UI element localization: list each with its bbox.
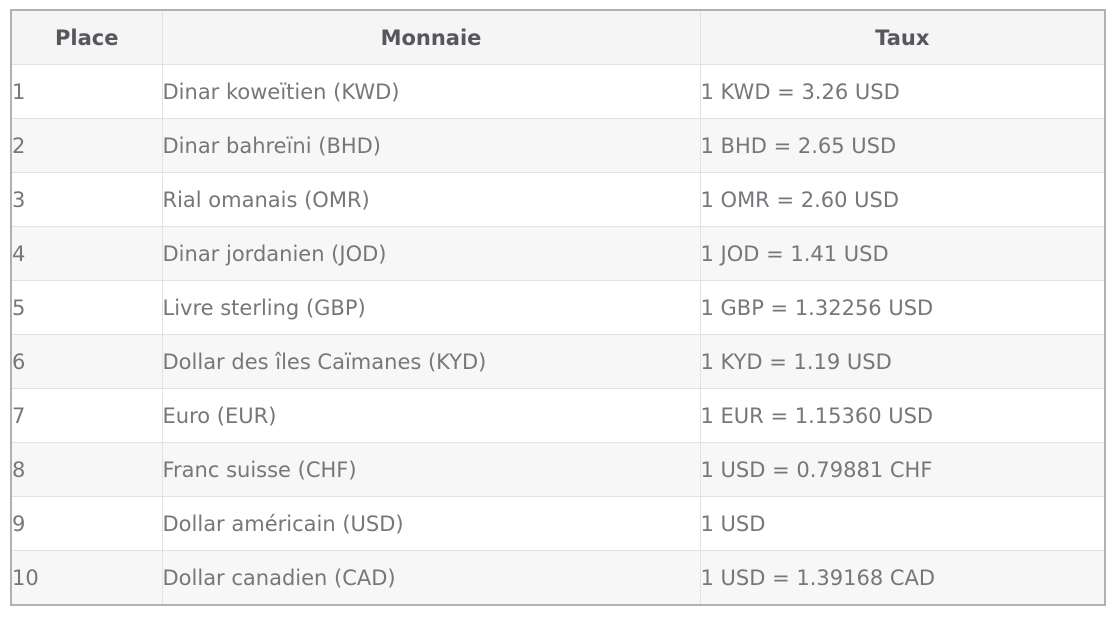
currency-cell: Dollar des îles Caïmanes (KYD) bbox=[161, 334, 700, 389]
table-row: 5 Livre sterling (GBP) 1 GBP = 1.32256 USD bbox=[12, 280, 1104, 335]
rate-cell: 1 USD bbox=[699, 496, 1104, 551]
currency-table-container: Place Monnaie Taux 1 Dinar koweïtien (KWD… bbox=[10, 9, 1106, 606]
table-row: 9 Dollar américain (USD) 1 USD bbox=[12, 496, 1104, 551]
rate-cell: 1 EUR = 1.15360 USD bbox=[699, 388, 1104, 443]
currency-cell: Dinar bahreïni (BHD) bbox=[161, 118, 700, 173]
place-cell: 4 bbox=[12, 226, 162, 281]
place-cell: 8 bbox=[12, 442, 162, 497]
rate-cell: 1 JOD = 1.41 USD bbox=[699, 226, 1104, 281]
place-cell: 7 bbox=[12, 388, 162, 443]
column-header-taux: Taux bbox=[699, 11, 1104, 65]
rate-cell: 1 KWD = 3.26 USD bbox=[699, 64, 1104, 119]
header-row: Place Monnaie Taux bbox=[12, 11, 1104, 65]
place-cell: 3 bbox=[12, 172, 162, 227]
currency-cell: Dollar américain (USD) bbox=[161, 496, 700, 551]
column-header-place: Place bbox=[12, 11, 162, 65]
currency-ranking-table: Place Monnaie Taux 1 Dinar koweïtien (KWD… bbox=[12, 11, 1104, 604]
table-row: 2 Dinar bahreïni (BHD) 1 BHD = 2.65 USD bbox=[12, 118, 1104, 173]
table-row: 10 Dollar canadien (CAD) 1 USD = 1.39168 C… bbox=[12, 550, 1104, 604]
rate-cell: 1 GBP = 1.32256 USD bbox=[699, 280, 1104, 335]
column-header-monnaie: Monnaie bbox=[161, 11, 700, 65]
table-row: 8 Franc suisse (CHF) 1 USD = 0.79881 CHF bbox=[12, 442, 1104, 497]
place-cell: 1 bbox=[12, 64, 162, 119]
rate-cell: 1 KYD = 1.19 USD bbox=[699, 334, 1104, 389]
currency-cell: Franc suisse (CHF) bbox=[161, 442, 700, 497]
place-cell: 5 bbox=[12, 280, 162, 335]
table-row: 3 Rial omanais (OMR) 1 OMR = 2.60 USD bbox=[12, 172, 1104, 227]
place-cell: 6 bbox=[12, 334, 162, 389]
rate-cell: 1 OMR = 2.60 USD bbox=[699, 172, 1104, 227]
rate-cell: 1 USD = 1.39168 CAD bbox=[699, 550, 1104, 604]
table-body: 1 Dinar koweïtien (KWD) 1 KWD = 3.26 USD 2 D… bbox=[12, 64, 1104, 604]
currency-cell: Dollar canadien (CAD) bbox=[161, 550, 700, 604]
currency-cell: Dinar jordanien (JOD) bbox=[161, 226, 700, 281]
table-row: 1 Dinar koweïtien (KWD) 1 KWD = 3.26 USD bbox=[12, 64, 1104, 119]
table-row: 6 Dollar des îles Caïmanes (KYD) 1 KYD = 1… bbox=[12, 334, 1104, 389]
place-cell: 2 bbox=[12, 118, 162, 173]
table-row: 7 Euro (EUR) 1 EUR = 1.15360 USD bbox=[12, 388, 1104, 443]
rate-cell: 1 BHD = 2.65 USD bbox=[699, 118, 1104, 173]
currency-cell: Dinar koweïtien (KWD) bbox=[161, 64, 700, 119]
currency-cell: Livre sterling (GBP) bbox=[161, 280, 700, 335]
currency-cell: Euro (EUR) bbox=[161, 388, 700, 443]
place-cell: 10 bbox=[12, 550, 162, 604]
table-row: 4 Dinar jordanien (JOD) 1 JOD = 1.41 USD bbox=[12, 226, 1104, 281]
rate-cell: 1 USD = 0.79881 CHF bbox=[699, 442, 1104, 497]
place-cell: 9 bbox=[12, 496, 162, 551]
currency-cell: Rial omanais (OMR) bbox=[161, 172, 700, 227]
